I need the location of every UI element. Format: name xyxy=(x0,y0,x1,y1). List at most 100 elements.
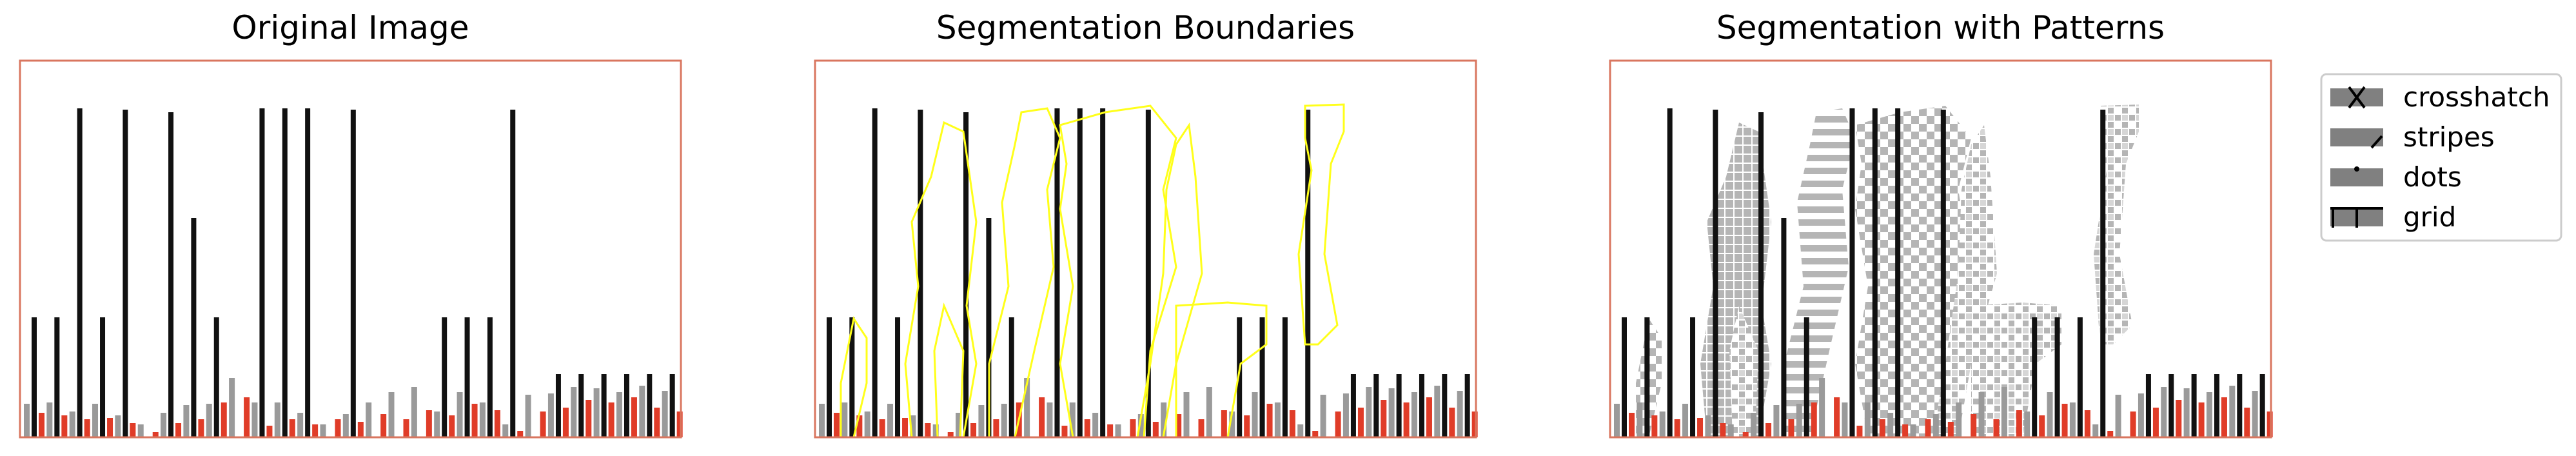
red-bar xyxy=(61,415,68,437)
red-bar xyxy=(1289,410,1295,437)
gray-bar xyxy=(388,392,395,437)
gray-bar xyxy=(2183,388,2190,437)
tall-bar xyxy=(963,112,969,437)
grid-icon xyxy=(2330,207,2383,228)
panel-boundaries xyxy=(814,59,1478,439)
gray-bar xyxy=(1161,402,1167,437)
red-bar xyxy=(426,410,432,437)
gray-bar xyxy=(1705,415,1711,437)
tall-bar xyxy=(1690,317,1696,437)
red-bar xyxy=(2176,400,2182,437)
red-bar xyxy=(1879,419,1885,437)
tall-bar xyxy=(100,317,106,437)
segment-boundary xyxy=(1297,103,1345,346)
tall-bar xyxy=(1667,108,1673,437)
red-bar xyxy=(1629,413,1635,437)
tall-bar xyxy=(1054,108,1060,437)
gray-bar xyxy=(2001,387,2007,437)
gray-bar xyxy=(841,402,848,437)
gray-bar xyxy=(1682,404,1689,437)
tall-bar xyxy=(1305,110,1311,437)
panel-frame xyxy=(19,59,682,439)
tall-bar xyxy=(1373,374,1379,437)
gray-bar xyxy=(137,424,144,437)
gray-bar xyxy=(1751,413,1757,437)
gray-bar xyxy=(206,404,212,437)
gray-bar xyxy=(1183,392,1190,437)
tall-bar xyxy=(1419,374,1424,437)
tall-bar xyxy=(2214,374,2219,437)
segment-pattern-fill xyxy=(1932,125,1997,437)
gray-bar xyxy=(2161,387,2167,437)
gray-bar xyxy=(69,411,75,437)
gray-bar xyxy=(1910,424,1916,437)
red-bar xyxy=(2130,411,2136,437)
gray-bar xyxy=(1388,388,1395,437)
tall-bar xyxy=(669,374,675,437)
red-bar xyxy=(1130,419,1136,437)
red-bar xyxy=(2244,408,2250,437)
red-bar xyxy=(1449,408,1455,437)
red-bar xyxy=(1788,419,1794,437)
red-bar xyxy=(357,422,364,437)
panel-title-boundaries: Segmentation Boundaries xyxy=(936,9,1355,46)
red-bar xyxy=(993,419,999,437)
tall-bar xyxy=(1622,317,1627,437)
red-bar xyxy=(107,418,113,437)
gray-bar xyxy=(434,411,440,437)
gray-bar xyxy=(1001,404,1007,437)
red-bar xyxy=(39,413,44,437)
tall-bar xyxy=(282,108,288,437)
red-bar xyxy=(1152,422,1159,437)
legend-label-dots: dots xyxy=(2403,161,2462,193)
gray-bar xyxy=(479,402,486,437)
gray-bar xyxy=(1659,411,1666,437)
red-bar xyxy=(1426,397,1432,437)
gray-bar xyxy=(320,424,326,437)
gray-bar xyxy=(251,402,258,437)
legend: crosshatch stripes dots grid xyxy=(2320,73,2562,242)
red-bar xyxy=(1084,419,1090,437)
gray-bar xyxy=(2069,402,2076,437)
red-bar xyxy=(608,402,615,437)
red-bar xyxy=(1039,397,1045,437)
red-bar xyxy=(471,404,478,437)
gray-bar xyxy=(229,378,235,437)
tall-bar xyxy=(1237,317,1243,437)
tall-bar xyxy=(168,112,174,437)
gray-bar xyxy=(1773,405,1780,437)
tall-bar xyxy=(624,374,629,437)
red-bar xyxy=(494,410,500,437)
tall-bar xyxy=(305,108,311,437)
red-bar xyxy=(1312,431,1319,437)
gray-bar xyxy=(1297,424,1304,437)
gray-bar xyxy=(1206,387,1212,437)
segment-boundary xyxy=(1175,301,1268,439)
tall-bar xyxy=(872,108,878,437)
gray-bar xyxy=(1978,392,1985,437)
red-bar xyxy=(1335,411,1341,437)
gray-bar xyxy=(956,413,962,437)
tall-bar xyxy=(1100,108,1106,437)
gray-bar xyxy=(1047,402,1053,437)
panel-title-patterns: Segmentation with Patterns xyxy=(1716,9,2165,46)
tall-bar xyxy=(918,110,923,437)
gray-bar xyxy=(92,404,99,437)
tall-bar xyxy=(1077,108,1083,437)
red-bar xyxy=(1381,400,1387,437)
gray-bar xyxy=(1887,413,1894,437)
gray-bar xyxy=(1252,392,1258,437)
tall-bar xyxy=(487,317,493,437)
gray-bar xyxy=(1864,402,1871,437)
gray-bar xyxy=(115,415,121,437)
tall-bar xyxy=(1464,374,1470,437)
gray-bar xyxy=(1115,424,1121,437)
red-bar xyxy=(84,419,90,437)
segment-pattern-fill xyxy=(1784,108,1855,437)
legend-label-grid: grid xyxy=(2403,201,2456,233)
gray-bar xyxy=(502,424,509,437)
tall-bar xyxy=(1713,110,1718,437)
panel-frame xyxy=(814,59,1477,439)
gray-bar xyxy=(1457,391,1463,437)
tall-bar xyxy=(647,374,653,437)
